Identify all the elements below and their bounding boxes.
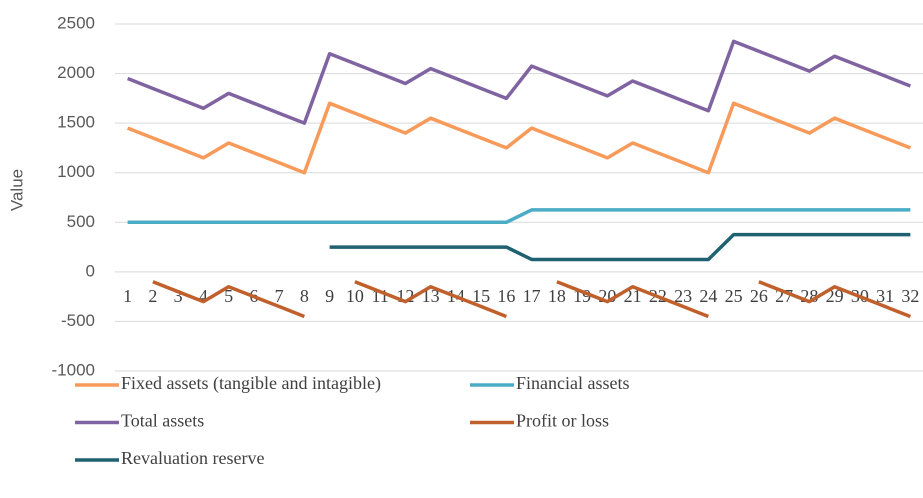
line-series	[127, 208, 911, 225]
x-tick-label: 26	[750, 286, 768, 306]
x-tick-label: 5	[224, 286, 233, 306]
x-tick-label: 17	[523, 286, 541, 306]
y-tick-label: 500	[67, 212, 95, 231]
x-tick-label: 15	[472, 286, 490, 306]
x-tick-label: 16	[497, 286, 515, 306]
x-tick-label: 31	[876, 286, 894, 306]
legend-label: Profit or loss	[516, 411, 609, 431]
y-tick-label: 2500	[57, 13, 95, 32]
x-tick-label: 1	[123, 286, 132, 306]
y-tick-label: 1500	[57, 113, 95, 132]
x-tick-label: 9	[325, 286, 334, 306]
y-tick-label: -500	[61, 311, 95, 330]
x-tick-label: 25	[725, 286, 743, 306]
x-tick-label: 3	[174, 286, 183, 306]
x-tick-label: 8	[300, 286, 309, 306]
x-tick-label: 32	[901, 286, 919, 306]
line-series	[329, 232, 911, 262]
x-tick-label: 18	[548, 286, 566, 306]
line-series	[126, 101, 912, 175]
legend-label: Financial assets	[516, 373, 629, 393]
y-tick-label: 1000	[57, 162, 95, 181]
x-tick-label: 24	[699, 286, 717, 306]
y-axis-label: Value	[7, 169, 26, 211]
y-tick-label: -1000	[52, 360, 95, 379]
x-tick-label: 2	[148, 286, 157, 306]
legend-label: Revaluation reserve	[121, 448, 264, 468]
x-tick-label: 7	[275, 286, 284, 306]
legend-label: Fixed assets (tangible and intagible)	[121, 373, 381, 394]
x-tick-label: 4	[199, 286, 208, 306]
line-series	[152, 280, 912, 319]
line-series	[126, 39, 912, 125]
y-tick-label: 0	[86, 261, 95, 280]
legend-label: Total assets	[121, 411, 204, 431]
y-tick-label: 2000	[57, 63, 95, 82]
x-tick-label: 10	[346, 286, 364, 306]
x-tick-label: 23	[674, 286, 692, 306]
